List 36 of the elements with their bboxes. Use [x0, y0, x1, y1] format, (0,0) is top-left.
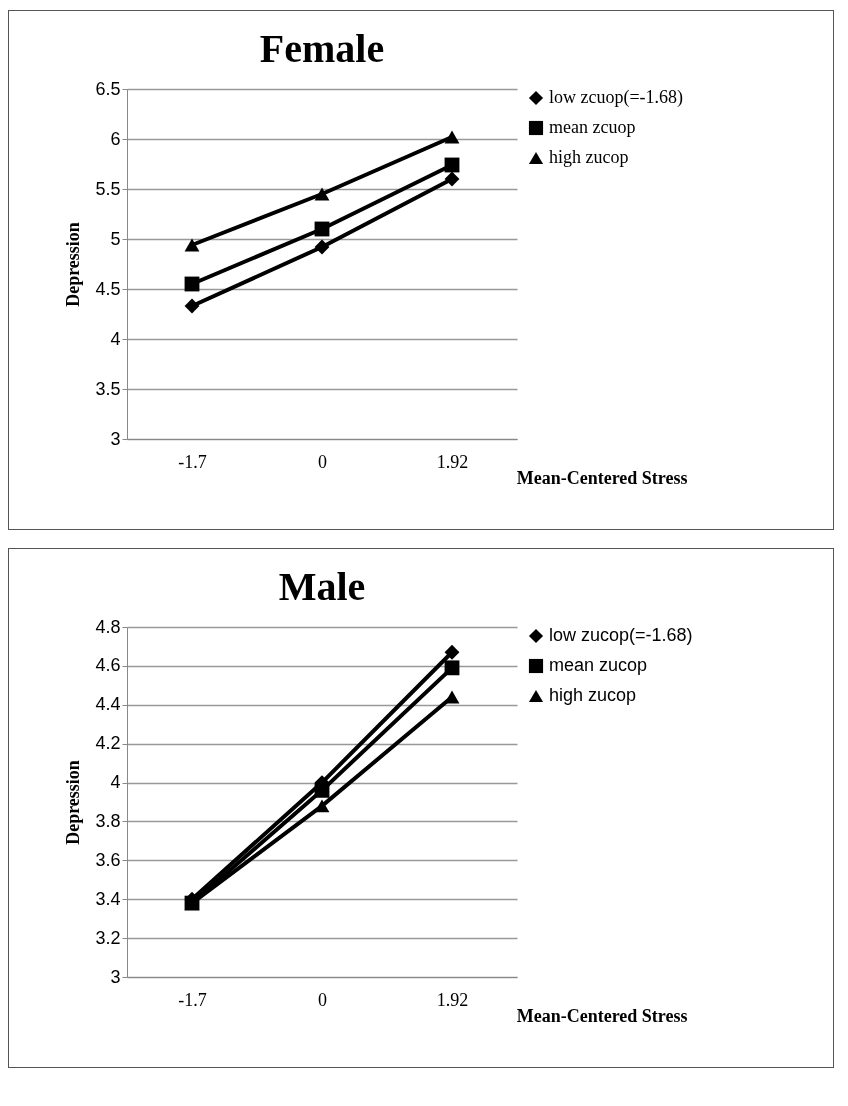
x-axis-title: Mean-Centered Stress	[516, 1005, 688, 1026]
x-tick-label: 1.92	[436, 451, 469, 472]
y-tick-label: 3	[110, 428, 121, 449]
y-tick-label: 3.2	[95, 927, 121, 948]
y-tick-label: 3.8	[95, 810, 121, 831]
y-tick-label: 3.5	[95, 378, 121, 399]
y-tick-label: 4.6	[95, 655, 121, 676]
y-tick-label: 5	[110, 228, 121, 249]
y-tick-label: 4	[110, 772, 121, 793]
x-tick-label: -1.7	[178, 989, 207, 1010]
y-tick-label: 4.4	[95, 694, 121, 715]
chart-title: Male	[278, 564, 366, 609]
y-axis-title: Depression	[63, 760, 84, 845]
legend-label: low zcuop(=-1.68)	[549, 87, 684, 108]
chart-title: Female	[259, 26, 385, 71]
x-tick-label: 0	[318, 451, 327, 472]
y-tick-label: 6	[110, 128, 121, 149]
y-tick-label: 3.4	[95, 888, 121, 909]
y-tick-label: 3	[110, 966, 121, 987]
y-tick-label: 4.5	[95, 278, 121, 299]
y-tick-label: 4.2	[95, 733, 121, 754]
x-tick-label: -1.7	[178, 451, 207, 472]
y-tick-label: 4	[110, 328, 121, 349]
legend-label: mean zcuop	[549, 117, 636, 137]
y-tick-label: 5.5	[95, 178, 121, 199]
legend-label: mean zucop	[549, 655, 648, 675]
legend-label: high zucop	[549, 685, 637, 705]
y-axis-title: Depression	[63, 222, 84, 307]
x-axis-title: Mean-Centered Stress	[516, 467, 688, 488]
x-tick-label: 1.92	[436, 989, 469, 1010]
x-tick-label: 0	[318, 989, 327, 1010]
y-tick-label: 6.5	[95, 78, 121, 99]
legend-label: low zucop(=-1.68)	[549, 625, 693, 645]
legend-label: high zucop	[549, 147, 629, 167]
y-tick-label: 4.8	[95, 616, 121, 637]
y-tick-label: 3.6	[95, 849, 121, 870]
